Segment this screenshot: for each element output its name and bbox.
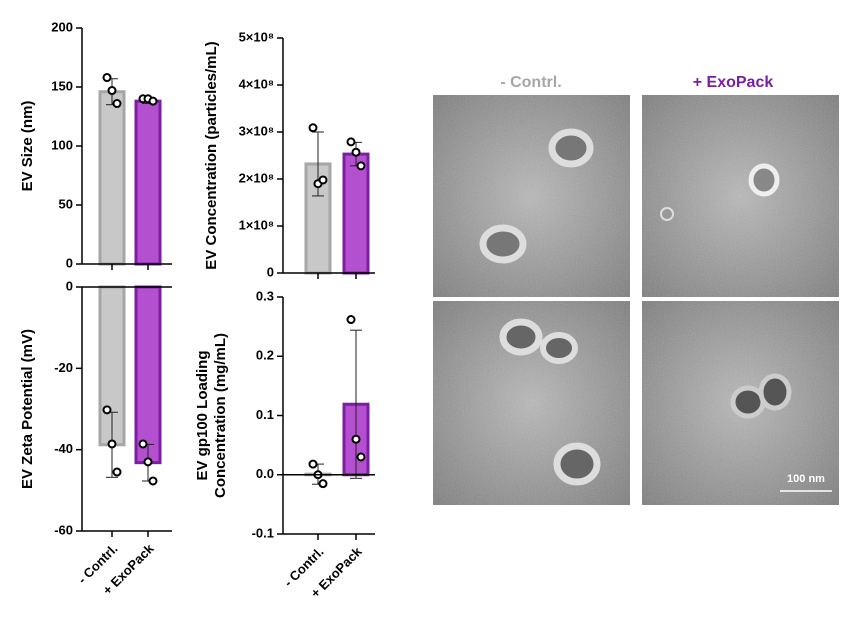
data-point xyxy=(143,457,153,467)
y-tick-label: 2×10⁸ xyxy=(239,170,274,185)
y-tick-label: 0.3 xyxy=(256,288,274,303)
data-point xyxy=(318,479,328,489)
y-tick-label: -0.1 xyxy=(252,525,274,540)
y-tick-label: 200 xyxy=(51,19,73,34)
data-point xyxy=(112,99,122,109)
y-tick-label: 100 xyxy=(51,137,73,152)
data-point xyxy=(346,137,356,147)
bar xyxy=(342,152,370,275)
data-point xyxy=(148,96,158,106)
data-point xyxy=(356,161,366,171)
data-point xyxy=(138,439,148,449)
y-tick-label: 3×10⁸ xyxy=(239,123,274,138)
data-point xyxy=(107,86,117,96)
data-point xyxy=(318,175,328,185)
data-point xyxy=(351,147,361,157)
column-title: - Contrl. xyxy=(500,74,561,91)
y-tick-label: 0.2 xyxy=(256,348,274,363)
y-tick-label: -40 xyxy=(54,441,73,456)
y-axis-label: EV Concentration (particles/mL) xyxy=(203,41,220,269)
data-point xyxy=(107,439,117,449)
y-tick-label: 0.0 xyxy=(256,466,274,481)
micrograph xyxy=(433,301,630,505)
y-tick-label: 0 xyxy=(66,255,73,270)
error-bar xyxy=(350,329,362,479)
y-tick-label: 150 xyxy=(51,78,73,93)
micrograph xyxy=(642,95,839,297)
y-tick-label: 0.1 xyxy=(256,407,274,422)
data-point xyxy=(112,467,122,477)
micrograph xyxy=(642,301,839,505)
data-point xyxy=(148,476,158,486)
y-tick-label: -60 xyxy=(54,522,73,537)
data-point xyxy=(308,459,318,469)
y-tick-label: 0 xyxy=(66,278,73,293)
bar xyxy=(134,285,162,465)
bar xyxy=(134,99,162,266)
y-tick-label: 1×10⁸ xyxy=(239,217,274,232)
micrographs: - Contrl. + ExoPack 100 nm xyxy=(433,74,839,505)
data-point xyxy=(356,452,366,462)
y-axis-label: EV Zeta Potential (mV) xyxy=(19,329,36,489)
y-axis-label: EV Size (nm) xyxy=(19,101,36,192)
data-point xyxy=(102,73,112,83)
scale-bar-label: 100 nm xyxy=(787,473,825,485)
data-point xyxy=(346,315,356,325)
y-tick-label: 4×10⁸ xyxy=(239,76,274,91)
y-axis-label: EV gp100 Loading xyxy=(194,350,211,480)
column-title: + ExoPack xyxy=(693,74,774,91)
micrograph xyxy=(433,95,630,297)
y-axis-label: Concentration (mg/mL) xyxy=(212,333,229,498)
y-tick-label: 5×10⁸ xyxy=(239,29,274,44)
y-tick-label: 0 xyxy=(267,264,274,279)
data-point xyxy=(308,123,318,133)
data-point xyxy=(351,434,361,444)
bar xyxy=(98,90,126,266)
y-tick-label: 50 xyxy=(59,196,73,211)
data-point xyxy=(102,405,112,415)
y-tick-label: -20 xyxy=(54,360,73,375)
